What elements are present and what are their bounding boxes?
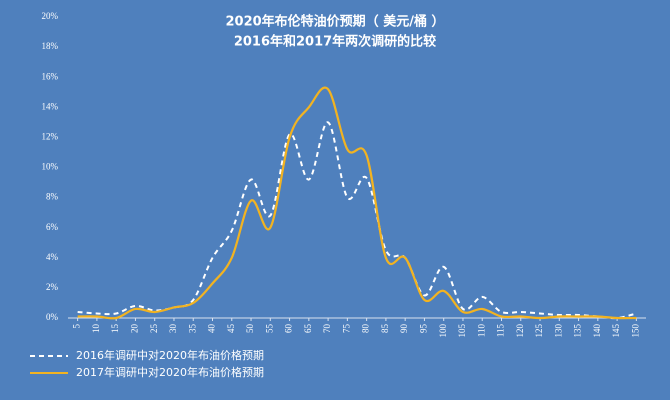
x-tick-label: 85 xyxy=(380,324,390,334)
x-tick-label: 55 xyxy=(264,324,274,334)
x-tick-label: 105 xyxy=(457,324,467,338)
x-tick-label: 50 xyxy=(245,324,255,334)
x-tick-label: 140 xyxy=(592,324,602,338)
y-tick-label: 4% xyxy=(46,252,59,262)
x-tick-label: 25 xyxy=(149,324,159,334)
x-tick-label: 90 xyxy=(399,324,409,334)
chart-subtitle: 2016年和2017年两次调研的比较 xyxy=(234,34,436,50)
x-tick-label: 45 xyxy=(226,324,236,334)
y-tick-label: 8% xyxy=(46,192,59,202)
x-tick-label: 145 xyxy=(611,324,621,338)
x-tick-label: 70 xyxy=(322,324,332,334)
x-tick-label: 95 xyxy=(418,324,428,334)
legend-label: 2017年调研中对2020年布油价格预期 xyxy=(76,365,264,379)
y-tick-label: 12% xyxy=(42,131,59,141)
y-tick-label: 10% xyxy=(42,162,59,172)
chart-title: 2020年布伦特油价预期（ 美元/桶 ） xyxy=(226,14,445,30)
x-tick-label: 100 xyxy=(438,324,448,338)
y-tick-label: 18% xyxy=(42,41,59,51)
x-tick-label: 150 xyxy=(630,324,640,338)
y-tick-label: 20% xyxy=(42,11,59,21)
x-tick-label: 60 xyxy=(284,324,294,334)
series-line xyxy=(77,121,637,320)
x-tick-label: 35 xyxy=(187,324,197,334)
y-tick-label: 0% xyxy=(46,312,59,322)
x-tick-label: 115 xyxy=(496,324,506,338)
x-tick-label: 75 xyxy=(341,324,351,334)
x-tick-label: 30 xyxy=(168,324,178,334)
x-tick-label: 130 xyxy=(553,324,563,338)
series-line xyxy=(77,86,637,320)
x-tick-label: 10 xyxy=(91,324,101,334)
y-tick-label: 14% xyxy=(42,101,59,111)
y-tick-label: 6% xyxy=(46,222,59,232)
x-tick-label: 20 xyxy=(129,324,139,334)
y-tick-label: 2% xyxy=(46,282,59,292)
legend-label: 2016年调研中对2020年布油价格预期 xyxy=(76,348,264,362)
x-tick-label: 40 xyxy=(207,324,217,334)
x-tick-label: 65 xyxy=(303,324,313,334)
x-tick-label: 5 xyxy=(72,324,82,329)
x-tick-label: 15 xyxy=(110,324,120,334)
y-tick-label: 16% xyxy=(42,71,59,81)
x-tick-label: 120 xyxy=(515,324,525,338)
x-tick-label: 135 xyxy=(573,324,583,338)
x-tick-label: 110 xyxy=(476,324,486,338)
x-tick-label: 125 xyxy=(534,324,544,338)
x-tick-label: 80 xyxy=(361,324,371,334)
